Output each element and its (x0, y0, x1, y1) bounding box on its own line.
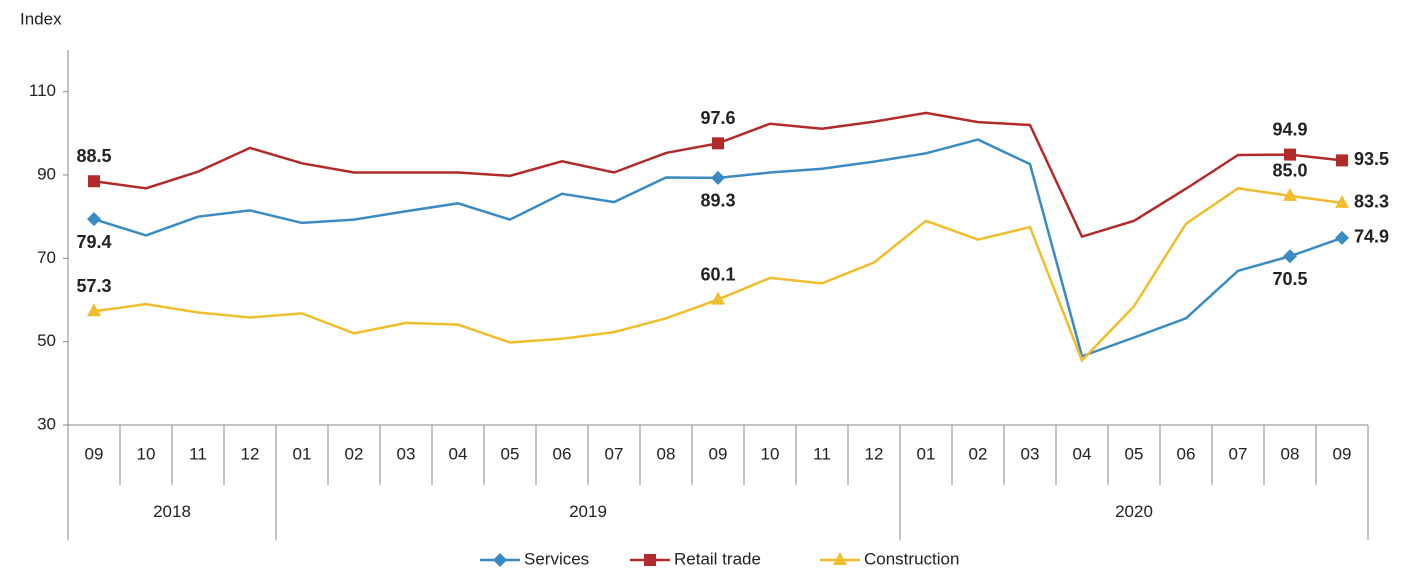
x-tick-label: 01 (917, 444, 936, 463)
x-tick-label: 08 (657, 444, 676, 463)
data-label: 88.5 (76, 146, 111, 166)
x-tick-label: 10 (137, 444, 156, 463)
x-tick-label: 11 (813, 444, 831, 463)
legend-label: Retail trade (674, 549, 761, 568)
x-tick-label: 09 (709, 444, 728, 463)
y-tick-label: 50 (37, 331, 56, 350)
x-tick-label: 01 (293, 444, 312, 463)
legend-label: Services (524, 549, 589, 568)
year-label: 2019 (569, 502, 607, 521)
x-tick-label: 12 (865, 444, 884, 463)
x-tick-label: 05 (1125, 444, 1144, 463)
marker (644, 554, 656, 566)
marker (833, 552, 847, 565)
marker (88, 175, 100, 188)
data-label: 94.9 (1272, 119, 1307, 139)
marker (87, 212, 101, 227)
data-label: 93.5 (1354, 149, 1389, 169)
year-label: 2020 (1115, 502, 1153, 521)
y-tick-label: 70 (37, 248, 56, 267)
data-label: 57.3 (76, 276, 111, 296)
marker (1283, 249, 1297, 264)
marker (493, 553, 507, 567)
marker (1336, 154, 1348, 167)
y-tick-label: 110 (29, 81, 56, 100)
marker (1335, 230, 1349, 245)
year-label: 2018 (153, 502, 191, 521)
marker (1284, 148, 1296, 161)
marker (87, 303, 101, 317)
data-label: 70.5 (1272, 269, 1307, 289)
data-label: 79.4 (76, 232, 111, 252)
data-label: 74.9 (1354, 227, 1389, 247)
y-axis-label: Index (20, 9, 62, 28)
x-tick-label: 04 (1073, 444, 1092, 463)
x-tick-label: 04 (449, 444, 468, 463)
x-tick-label: 02 (345, 444, 364, 463)
x-tick-label: 03 (1021, 444, 1040, 463)
marker (712, 137, 724, 150)
x-tick-label: 09 (1333, 444, 1352, 463)
x-tick-label: 02 (969, 444, 988, 463)
y-tick-label: 90 (37, 164, 56, 183)
marker (711, 170, 725, 185)
marker (711, 291, 725, 305)
data-label: 60.1 (700, 264, 735, 284)
data-label: 85.0 (1272, 161, 1307, 181)
y-tick-label: 30 (37, 414, 56, 433)
x-tick-label: 11 (189, 444, 207, 463)
data-label: 97.6 (700, 108, 735, 128)
x-tick-label: 03 (397, 444, 416, 463)
x-tick-label: 06 (1177, 444, 1196, 463)
x-tick-label: 12 (241, 444, 260, 463)
x-tick-label: 05 (501, 444, 520, 463)
data-label: 83.3 (1354, 192, 1389, 212)
x-tick-label: 08 (1281, 444, 1300, 463)
x-tick-label: 07 (605, 444, 624, 463)
legend-label: Construction (864, 549, 959, 568)
marker (1283, 187, 1297, 201)
x-tick-label: 06 (553, 444, 572, 463)
x-tick-label: 07 (1229, 444, 1248, 463)
marker (1335, 194, 1349, 208)
x-tick-label: 10 (761, 444, 780, 463)
data-label: 89.3 (700, 191, 735, 211)
x-tick-label: 09 (85, 444, 104, 463)
